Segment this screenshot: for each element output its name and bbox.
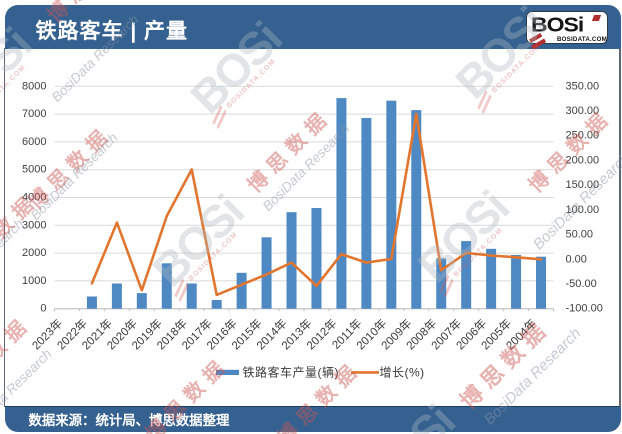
svg-text:增长(%): 增长(%)	[380, 366, 425, 380]
svg-text:50.00: 50.00	[566, 229, 594, 241]
svg-text:-100.00: -100.00	[566, 303, 603, 315]
svg-text:3000: 3000	[22, 219, 46, 231]
svg-text:5000: 5000	[22, 164, 46, 176]
svg-text:-50.00: -50.00	[566, 278, 597, 290]
svg-text:6000: 6000	[22, 136, 46, 148]
svg-text:150.00: 150.00	[566, 179, 600, 191]
svg-text:350.00: 350.00	[566, 80, 600, 92]
svg-text:0.00: 0.00	[566, 253, 587, 265]
svg-text:2000: 2000	[22, 247, 46, 259]
svg-text:8000: 8000	[22, 80, 46, 92]
svg-text:200.00: 200.00	[566, 154, 600, 166]
svg-text:铁路客车产量(辆): 铁路客车产量(辆)	[243, 365, 340, 380]
svg-text:300.00: 300.00	[566, 105, 600, 117]
svg-text:7000: 7000	[22, 108, 46, 120]
svg-text:1000: 1000	[22, 275, 46, 287]
svg-text:0: 0	[40, 303, 46, 315]
svg-text:100.00: 100.00	[566, 204, 600, 216]
svg-text:250.00: 250.00	[566, 130, 600, 142]
svg-text:4000: 4000	[22, 192, 46, 204]
